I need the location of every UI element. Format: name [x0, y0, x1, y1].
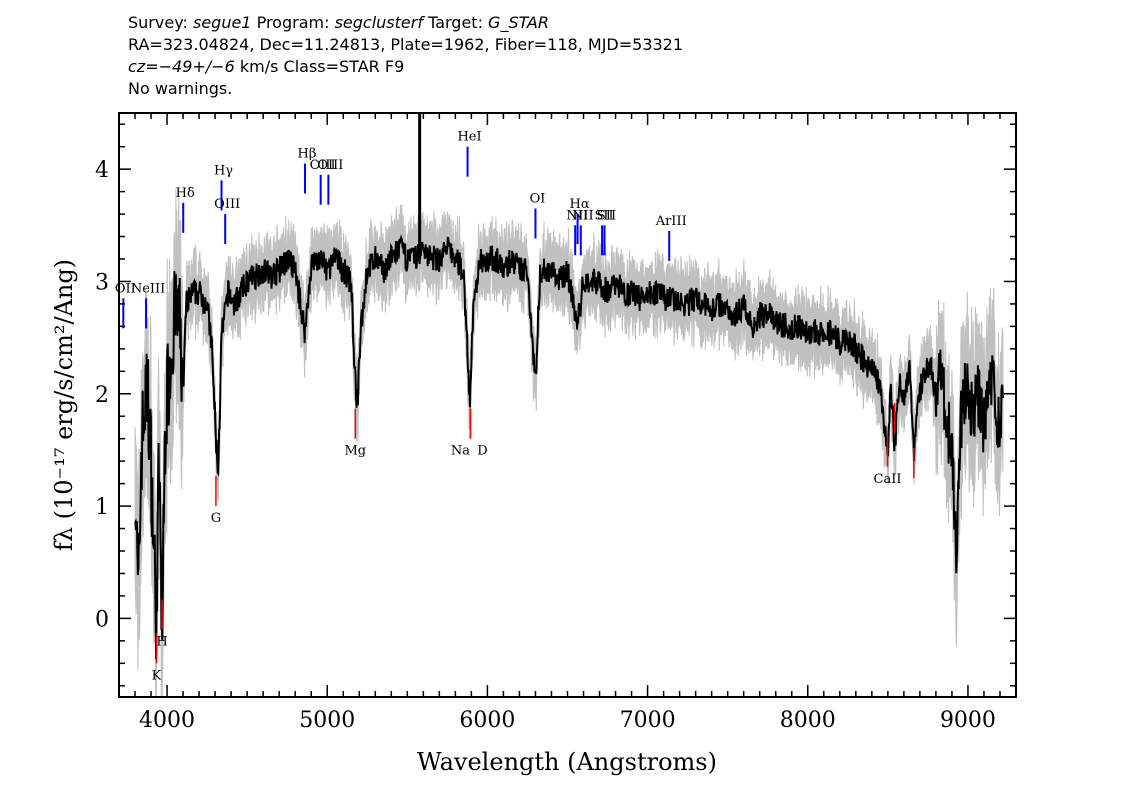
emission-line-label-2: Hδ: [176, 186, 195, 201]
x-tick-label-3: 7000: [620, 708, 676, 733]
cz-value: −49+/−6: [158, 57, 235, 76]
emission-line-label-15: ArIII: [655, 214, 687, 229]
flux-series: [134, 113, 1004, 660]
y-axis-title: fλ (10⁻¹⁷ erg/s/cm²/Ang): [50, 259, 78, 551]
absorption-line-label-4: Na: [451, 444, 470, 459]
emission-line-label-7: OIII: [317, 158, 343, 173]
emission-line-label-8: HeI: [457, 130, 481, 145]
program-label: Program:: [256, 13, 330, 32]
emission-line-label-4: OIII: [214, 197, 240, 212]
survey-value: segue1: [192, 13, 252, 32]
cz-units-class: km/s Class=STAR F9: [239, 57, 405, 76]
emission-line-label-13: SII: [595, 208, 614, 223]
survey-label: Survey:: [128, 13, 188, 32]
emission-line-label-14: SII: [597, 208, 616, 223]
absorption-line-label-0: K: [152, 668, 162, 683]
emission-line-label-1: NeIII: [131, 281, 165, 296]
x-tick-label-2: 6000: [459, 708, 515, 733]
emission-line-label-11: Hα: [570, 197, 590, 212]
emission-line-label-0: OII: [115, 281, 136, 296]
cz-label: cz=: [128, 57, 159, 76]
spectral-line-markers: OIINeIIIHδHγOIIIHβOIIIOIIIHeIOINIIHαNIIS…: [115, 130, 915, 683]
emission-line-label-6: OIII: [310, 158, 336, 173]
absorption-line-label-2: G: [211, 511, 221, 526]
header-line-2: RA=323.04824, Dec=11.24813, Plate=1962, …: [128, 35, 684, 54]
y-tick-label-1: 1: [95, 495, 109, 520]
x-tick-label-5: 9000: [940, 708, 996, 733]
spectrum-header: Survey: segue1 Program: segclusterf Targ…: [128, 12, 683, 100]
program-value: segclusterf: [334, 13, 423, 32]
emission-line-label-3: Hγ: [214, 163, 233, 178]
emission-line-label-12: NII: [572, 208, 594, 223]
absorption-line-label-5: D: [477, 444, 487, 459]
x-tick-label-4: 8000: [780, 708, 836, 733]
emission-line-label-9: OI: [530, 191, 546, 206]
x-axis-title: Wavelength (Angstroms): [417, 748, 717, 776]
y-tick-label-4: 4: [95, 158, 109, 183]
header-line-3: cz=−49+/−6 km/s Class=STAR F9: [128, 56, 683, 78]
x-tick-label-1: 5000: [299, 708, 355, 733]
header-line-1: Survey: segue1 Program: segclusterf Targ…: [128, 12, 683, 34]
flux-line: [134, 234, 1004, 660]
target-value: G_STAR: [488, 13, 549, 32]
x-tick-label-0: 4000: [139, 708, 195, 733]
y-tick-label-0: 0: [95, 607, 109, 632]
absorption-line-label-6: CaII: [874, 472, 902, 487]
y-tick-label-2: 2: [95, 383, 109, 408]
target-label: Target:: [428, 13, 483, 32]
header-line-4: No warnings.: [128, 79, 233, 98]
y-tick-label-3: 3: [95, 270, 109, 295]
emission-line-label-5: Hβ: [298, 147, 317, 162]
absorption-line-label-1: H: [156, 635, 167, 650]
axis-ticks: 4000 5000 6000 7000 8000 9000 0 1 2 3 4: [95, 113, 1017, 733]
absorption-line-label-3: Mg: [344, 444, 366, 459]
